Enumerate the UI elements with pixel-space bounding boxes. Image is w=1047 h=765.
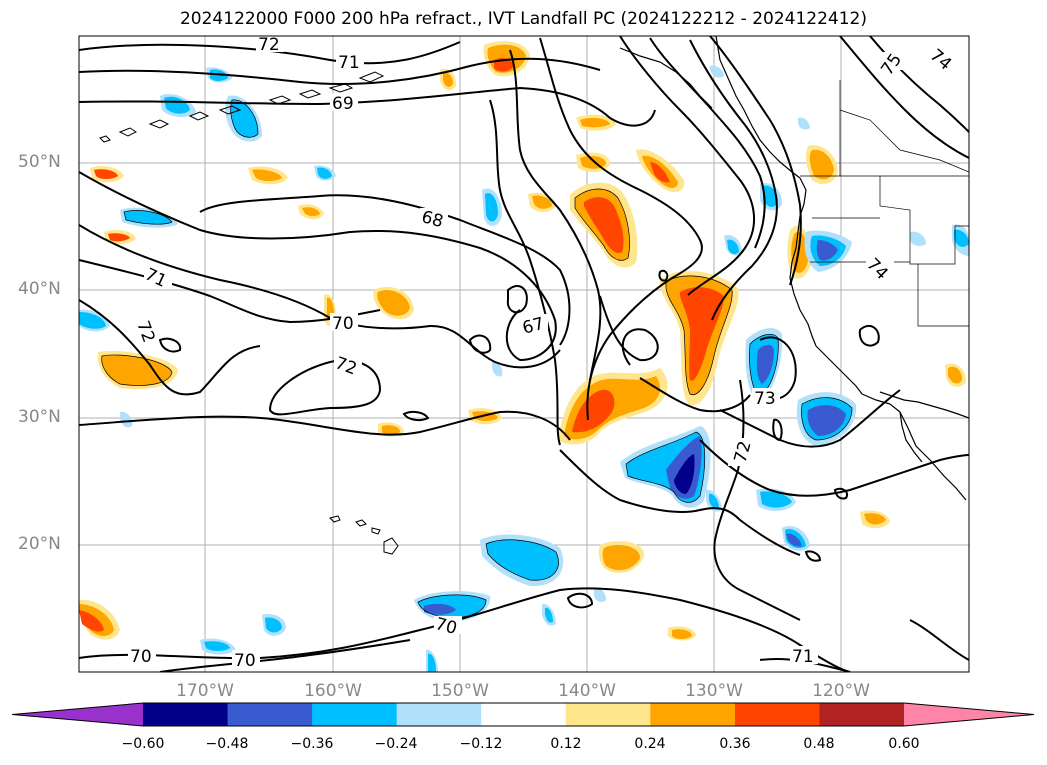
colorbar-segment (143, 703, 229, 726)
colorbar-segment (312, 703, 398, 726)
shading-outlines (101, 99, 853, 619)
colorbar-segment (565, 703, 651, 726)
refractivity-contours (79, 36, 969, 672)
figure-title: 2024122000 F000 200 hPa refract., IVT La… (179, 9, 867, 29)
lon-label-160w: 160°W (304, 681, 362, 701)
lat-label-30n: 30°N (18, 407, 61, 427)
contour-label: 70 (130, 647, 152, 667)
contour-label: 71 (792, 647, 814, 667)
colorbar-tick: −0.36 (290, 736, 334, 752)
lat-label-40n: 40°N (18, 279, 61, 299)
map-frame (78, 35, 970, 673)
contour-label: 70 (234, 651, 256, 671)
lon-label-140w: 140°W (558, 681, 616, 701)
lon-label-120w: 120°W (812, 681, 870, 701)
colorbar-tick: 0.48 (803, 736, 835, 752)
colorbar-tick: 0.12 (550, 736, 582, 752)
colorbar-tick: −0.24 (374, 736, 418, 752)
lon-label-150w: 150°W (431, 681, 489, 701)
colorbar-tick: −0.60 (121, 736, 165, 752)
lon-label-170w: 170°W (176, 681, 234, 701)
colorbar-tick: 0.36 (719, 736, 751, 752)
colorbar-segment (734, 703, 820, 726)
contour-label: 72 (258, 35, 280, 55)
contour-label: 70 (332, 314, 354, 334)
colorbar-tick: −0.12 (459, 736, 503, 752)
contour-label: 69 (332, 94, 354, 114)
lat-label-20n: 20°N (18, 534, 61, 554)
colorbar-outline (11, 702, 1035, 727)
contour-label: 73 (754, 389, 776, 409)
colorbar-segment (481, 703, 567, 726)
colorbar-segment (650, 703, 736, 726)
contour-label: 71 (338, 53, 360, 73)
colorbar-segment (819, 703, 905, 726)
islands (99, 71, 399, 555)
lat-label-50n: 50°N (18, 152, 61, 172)
colorbar-extend-low (12, 703, 143, 726)
colorbar-tick: 0.60 (888, 736, 920, 752)
colorbar-segment (227, 703, 313, 726)
lon-label-130w: 130°W (685, 681, 743, 701)
colorbar-tick: −0.48 (205, 736, 249, 752)
colorbar-segment (396, 703, 482, 726)
colorbar (11, 702, 1035, 727)
colorbar-extend-high (904, 703, 1034, 726)
colorbar-tick: 0.24 (634, 736, 666, 752)
negative-anomaly-shading (79, 65, 969, 672)
